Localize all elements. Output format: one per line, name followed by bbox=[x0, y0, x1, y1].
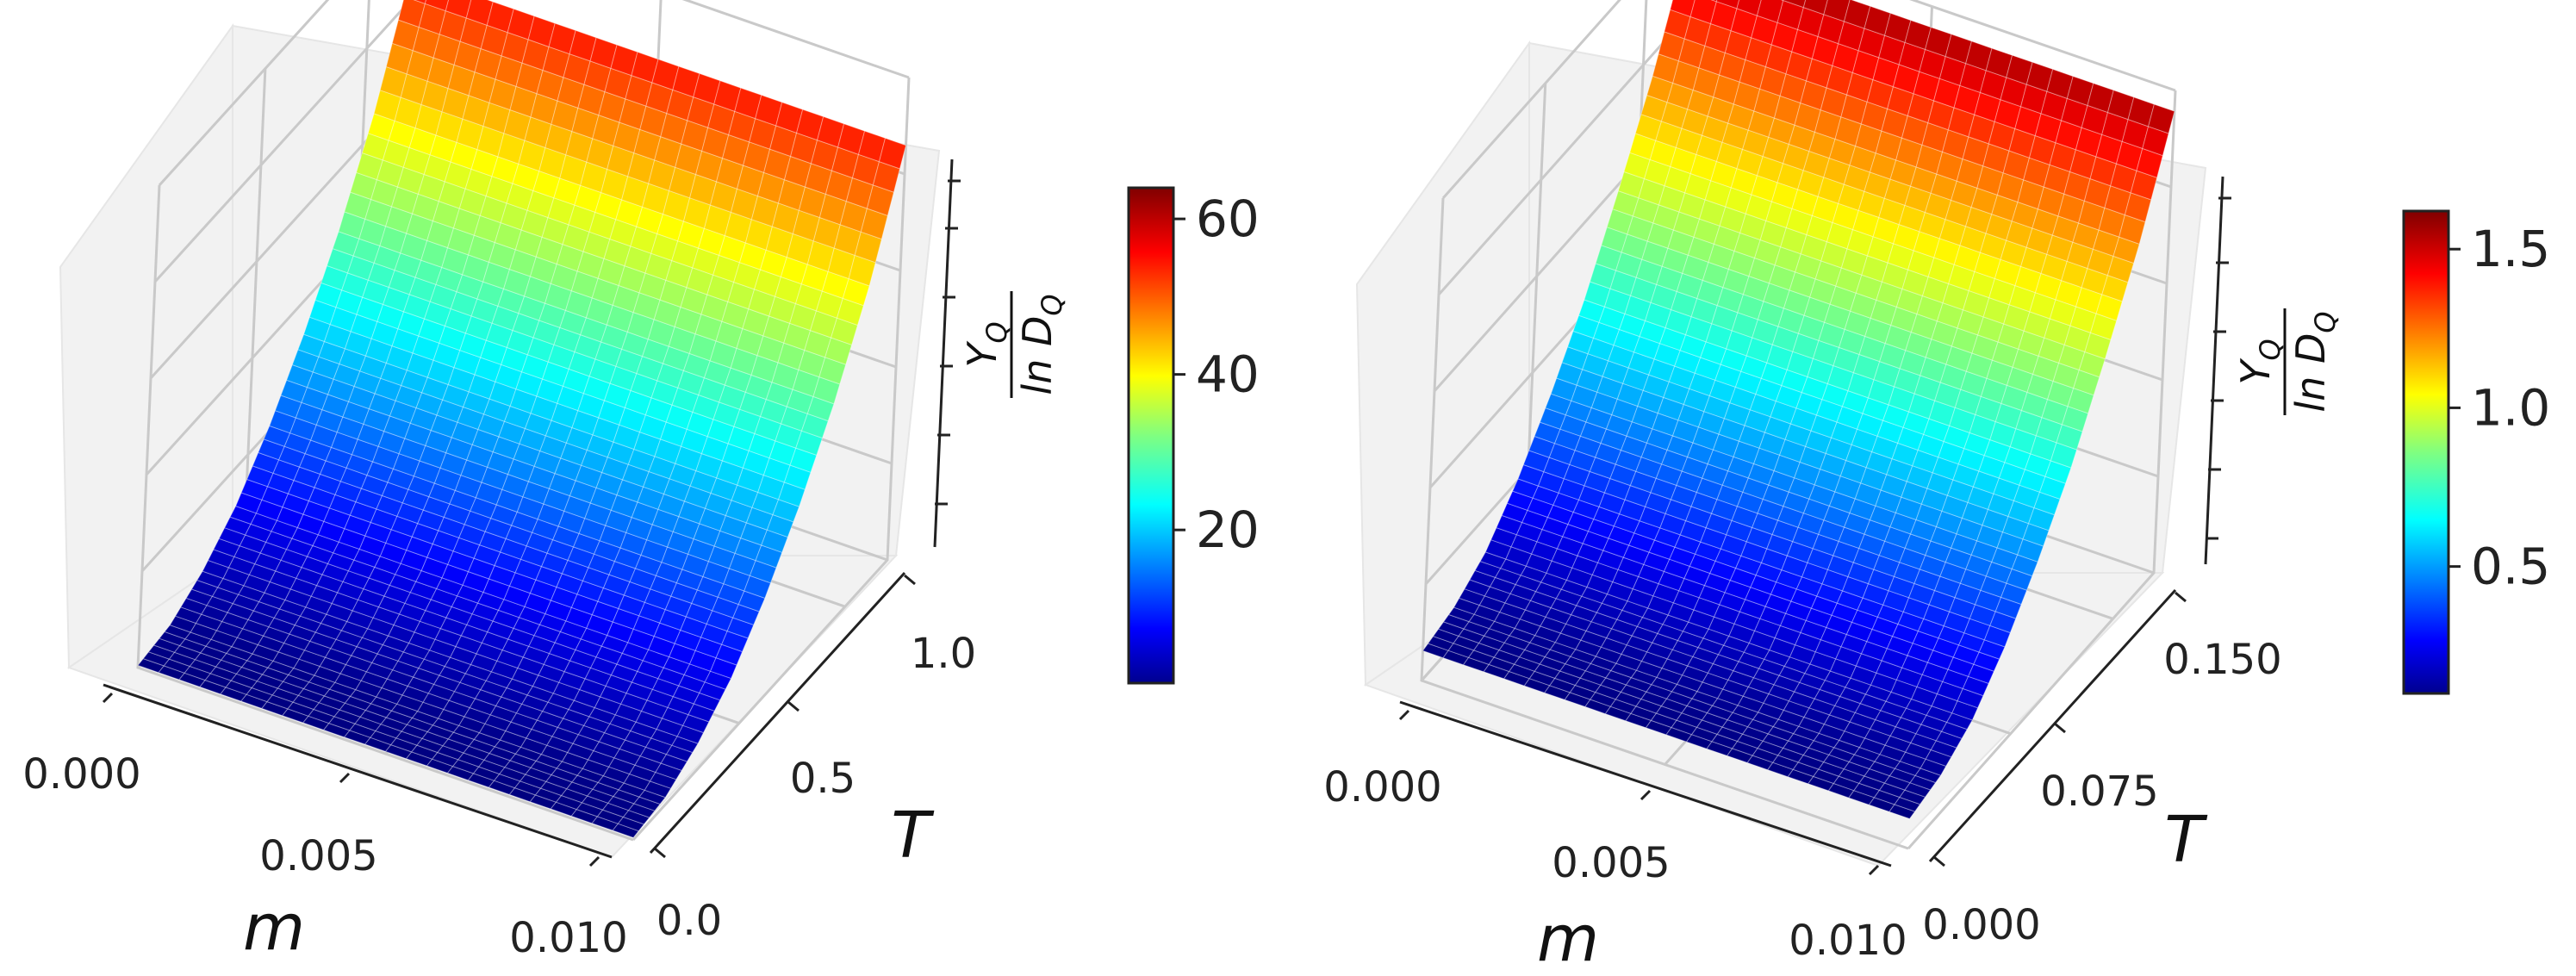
y-tick-mark bbox=[787, 700, 800, 712]
surface-face bbox=[1710, 0, 1718, 3]
z-label-subscript: Q bbox=[1036, 294, 1068, 315]
surface-mesh bbox=[137, 0, 907, 838]
surface-face bbox=[413, 0, 427, 4]
y-tick-label: 0.150 bbox=[2163, 636, 2281, 684]
y-tick-label: 0.000 bbox=[1922, 901, 2040, 949]
z-label-denominator: ln D bbox=[2287, 333, 2334, 413]
surface-face bbox=[2147, 103, 2175, 134]
z-axis-label: YQ ln DQ bbox=[2232, 308, 2342, 415]
surface-face bbox=[445, 0, 472, 19]
x-tick-label: 0.010 bbox=[1789, 917, 1907, 965]
x-ticks: 0.000 0.005 0.010 bbox=[1323, 709, 1907, 965]
z-ticks bbox=[2206, 196, 2231, 540]
z-axis-label: YQ ln DQ bbox=[959, 291, 1068, 398]
z-label-denominator: ln D bbox=[1014, 316, 1061, 395]
surface-plot-right: 0.000 0.005 0.010 0.000 0.075 0.150 m T … bbox=[1323, 0, 2550, 976]
x-tick-mark bbox=[1868, 864, 1880, 876]
x-ticks: 0.000 0.005 0.010 bbox=[22, 692, 628, 962]
x-tick-label: 0.000 bbox=[1323, 763, 1441, 811]
y-axis-line bbox=[1928, 588, 2177, 863]
y-axis-label: T bbox=[891, 799, 935, 873]
z-axis-line bbox=[933, 159, 954, 548]
x-tick-mark bbox=[1640, 789, 1652, 801]
surface-face bbox=[1715, 0, 1740, 9]
surface-face bbox=[1823, 0, 1851, 22]
colorbar-tick-label: 1.5 bbox=[2471, 220, 2550, 278]
surface-face bbox=[1669, 0, 1696, 18]
x-tick-mark bbox=[102, 692, 114, 704]
z-ticks bbox=[935, 179, 961, 506]
x-tick-label: 0.000 bbox=[22, 750, 140, 799]
grid-line bbox=[1907, 90, 2177, 849]
x-tick-label: 0.010 bbox=[509, 914, 627, 962]
colorbar-gradient bbox=[1127, 186, 1175, 685]
surface-face bbox=[424, 0, 450, 12]
surface-face bbox=[1802, 0, 1828, 16]
colorbar: 0.5 1.0 1.5 bbox=[2402, 209, 2550, 695]
z-label-subscript: Q bbox=[980, 321, 1013, 343]
y-tick-mark bbox=[654, 847, 666, 859]
surface-face bbox=[1780, 0, 1784, 2]
y-tick-mark bbox=[2054, 722, 2066, 734]
x-tick-label: 0.005 bbox=[1552, 839, 1670, 887]
y-ticks: 0.0 0.5 1.0 bbox=[654, 574, 976, 945]
grid-line bbox=[158, 0, 910, 187]
colorbar-ticks: 20 40 60 bbox=[1173, 190, 1260, 559]
surface-face bbox=[1783, 0, 1807, 9]
z-label-numerator: Y bbox=[2232, 357, 2279, 385]
x-tick-mark bbox=[1398, 709, 1410, 721]
axes bbox=[1399, 176, 2224, 867]
colorbar-tick-label: 1.0 bbox=[2471, 378, 2550, 437]
y-tick-label: 0.075 bbox=[2040, 768, 2158, 816]
y-tick-mark bbox=[2175, 591, 2187, 603]
svg-text:ln DQ: ln DQ bbox=[1014, 294, 1068, 395]
x-axis-label: m bbox=[1537, 902, 1599, 976]
y-tick-label: 1.0 bbox=[911, 630, 976, 678]
grid-line bbox=[632, 77, 911, 842]
y-axis-line bbox=[649, 571, 906, 855]
z-label-numerator: Y bbox=[959, 340, 1005, 368]
colorbar-tick-label: 0.5 bbox=[2471, 538, 2550, 596]
y-tick-mark bbox=[904, 574, 916, 586]
svg-text:ln DQ: ln DQ bbox=[2287, 311, 2342, 412]
colorbar: 20 40 60 bbox=[1127, 186, 1260, 685]
y-axis-label: T bbox=[2164, 803, 2208, 877]
surface-mesh bbox=[1422, 0, 2175, 819]
x-axis-line bbox=[1399, 700, 1892, 867]
colorbar-tick-label: 60 bbox=[1196, 190, 1260, 248]
svg-text:YQ: YQ bbox=[959, 321, 1013, 367]
y-tick-label: 0.5 bbox=[790, 755, 856, 803]
surface-face bbox=[1736, 0, 1762, 16]
svg-text:YQ: YQ bbox=[2232, 339, 2287, 384]
grid-line bbox=[1420, 197, 1909, 850]
x-axis-label: m bbox=[243, 891, 305, 965]
grid-line bbox=[1441, 0, 2176, 199]
axes bbox=[103, 159, 954, 859]
x-tick-mark bbox=[588, 855, 600, 867]
colorbar-ticks: 0.5 1.0 1.5 bbox=[2448, 220, 2550, 596]
x-axis-line bbox=[103, 683, 613, 859]
z-axis-line bbox=[2204, 176, 2224, 565]
x-tick-mark bbox=[339, 772, 351, 784]
surface-plot-left: 0.000 0.005 0.010 0.0 0.5 1.0 m T YQ ln … bbox=[22, 0, 1260, 965]
y-tick-label: 0.0 bbox=[656, 897, 722, 945]
grid-line bbox=[136, 184, 634, 842]
surface-face bbox=[878, 137, 907, 170]
z-label-subscript: Q bbox=[2254, 339, 2287, 360]
z-label-subscript: Q bbox=[2309, 311, 2342, 333]
colorbar-tick-label: 40 bbox=[1196, 345, 1260, 404]
colorbar-tick-label: 20 bbox=[1196, 500, 1260, 559]
colorbar-gradient bbox=[2402, 209, 2450, 695]
y-tick-mark bbox=[1933, 855, 1945, 867]
x-tick-label: 0.005 bbox=[259, 832, 377, 880]
y-ticks: 0.000 0.075 0.150 bbox=[1922, 591, 2282, 949]
